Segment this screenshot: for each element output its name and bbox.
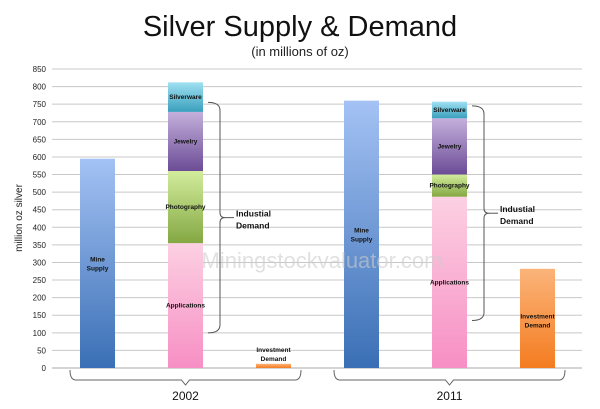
y-tick-label: 700 <box>33 118 47 127</box>
group-bracket <box>69 369 302 386</box>
bar-segment-silverware <box>432 101 467 119</box>
y-tick-label: 150 <box>33 311 47 320</box>
y-tick-label: 350 <box>33 241 47 250</box>
industrial-demand-brace <box>207 101 226 334</box>
segment-label: Silverware <box>169 94 202 101</box>
y-tick-label: 800 <box>33 83 47 92</box>
bar-segment-jewelry <box>168 111 203 172</box>
y-tick-label: 100 <box>33 329 47 338</box>
bar-segment-investment-demand <box>520 268 555 368</box>
bar-label: Supply <box>87 265 109 272</box>
y-tick-label: 600 <box>33 153 47 162</box>
bar-label: Investment <box>256 347 291 354</box>
y-axis-label: million oz silver <box>14 183 25 251</box>
brace-label: Demand <box>500 216 534 226</box>
group-bracket <box>333 369 566 386</box>
segment-label: Photography <box>165 204 205 211</box>
y-tick-label: 550 <box>33 171 47 180</box>
x-group-label: 2011 <box>437 389 463 403</box>
bar-segment-applications <box>432 196 467 368</box>
bar-segment-photography <box>432 174 467 197</box>
segment-label: Applications <box>430 279 469 286</box>
bar-segment-investment-demand <box>256 363 291 368</box>
y-tick-label: 400 <box>33 223 47 232</box>
bar-label: Mine <box>354 227 369 234</box>
bar-label: Mine <box>90 256 105 263</box>
segment-label: Silverware <box>433 107 466 114</box>
chart-title: Silver Supply & Demand <box>143 11 457 43</box>
y-tick-label: 850 <box>33 65 47 74</box>
y-tick-label: 750 <box>33 100 47 109</box>
y-tick-label: 500 <box>33 188 47 197</box>
chart-subtitle: (in millions of oz) <box>251 44 349 59</box>
watermark: Miningstockvaluator.com <box>202 248 443 273</box>
segment-label: Jewelry <box>438 143 462 150</box>
brace-label: Industial <box>236 209 271 219</box>
y-tick-label: 450 <box>33 206 47 215</box>
segment-label: Applications <box>166 303 205 310</box>
bar-segment-silverware <box>168 82 203 112</box>
y-tick-label: 300 <box>33 258 47 267</box>
bar-segment-photography <box>168 171 203 244</box>
y-tick-label: 650 <box>33 135 47 144</box>
bar-segment-applications <box>168 243 203 368</box>
y-tick-label: 0 <box>42 364 47 373</box>
segment-label: Photography <box>429 183 469 190</box>
bar-segment-jewelry <box>432 118 467 175</box>
bar-label: Demand <box>525 322 551 329</box>
y-tick-label: 50 <box>37 346 46 355</box>
bar-segment-mine-supply <box>344 100 379 369</box>
y-tick-label: 200 <box>33 294 47 303</box>
industrial-demand-brace <box>471 105 490 322</box>
bar-label: Supply <box>351 236 373 243</box>
bar-segment-mine-supply <box>80 158 115 368</box>
x-group-label: 2002 <box>172 389 199 403</box>
y-tick-label: 250 <box>33 276 47 285</box>
segment-label: Jewelry <box>174 138 198 145</box>
brace-label: Industial <box>500 204 535 214</box>
bar-label: Investment <box>520 313 555 320</box>
bar-label: Demand <box>261 356 287 363</box>
brace-label: Demand <box>236 221 270 231</box>
